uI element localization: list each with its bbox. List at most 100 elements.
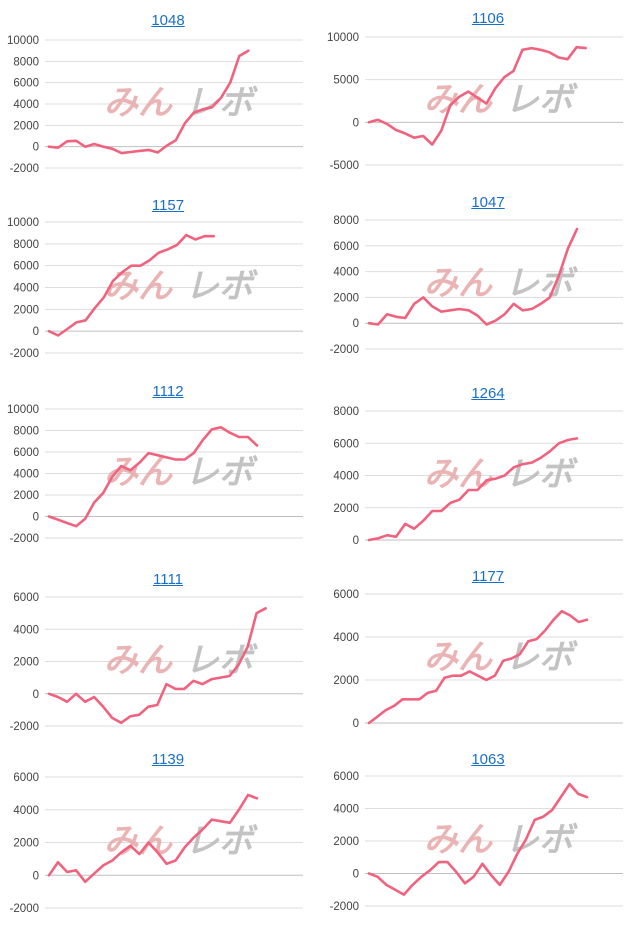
data-point — [192, 836, 195, 839]
svg-text:みん: みん — [424, 820, 493, 860]
data-point — [533, 819, 536, 821]
data-point — [229, 822, 231, 824]
watermark-logo: みん レボ — [424, 264, 578, 304]
data-point — [530, 308, 533, 310]
chart-panel: 1048 -2000 0 2000 4000 6000 8000 10000 みん レボ — [0, 12, 320, 180]
y-tick-label: 6000 — [13, 261, 39, 273]
data-point — [75, 692, 77, 695]
chart-title-link[interactable]: 1047 — [471, 194, 505, 211]
y-tick-label: -2000 — [330, 901, 359, 913]
data-point — [120, 851, 123, 854]
data-point — [507, 871, 510, 873]
data-point — [183, 688, 186, 690]
data-point — [229, 431, 231, 434]
data-point — [422, 135, 424, 137]
line-chart: -2000 0 2000 4000 6000 みん レボ — [10, 772, 303, 915]
data-point — [120, 465, 123, 467]
y-tick-label: 6000 — [333, 241, 359, 253]
data-point — [84, 517, 86, 520]
y-tick-label: 0 — [33, 689, 39, 701]
y-tick-label: 0 — [33, 512, 39, 524]
data-point — [377, 537, 379, 540]
y-tick-label: -2000 — [10, 533, 39, 545]
line-chart: -5000 0 5000 10000 みん レボ — [327, 32, 623, 172]
data-point — [395, 129, 397, 131]
data-point — [184, 122, 186, 124]
svg-text:レボ: レボ — [185, 822, 258, 862]
data-point — [368, 872, 370, 875]
y-tick-label: 2000 — [333, 503, 359, 515]
data-point — [566, 58, 569, 60]
chart-title-link[interactable]: 1157 — [151, 197, 185, 214]
data-point — [185, 234, 188, 236]
data-point — [429, 869, 431, 872]
chart-panel: 1177 0 2000 4000 6000 みん レボ — [320, 568, 640, 735]
y-tick-label: -2000 — [10, 903, 39, 915]
data-point — [485, 679, 488, 681]
data-point — [139, 264, 142, 267]
data-point — [535, 638, 538, 640]
data-point — [368, 722, 370, 724]
data-point — [256, 797, 258, 800]
chart-title-link[interactable]: 1139 — [151, 751, 185, 768]
line-chart: -2000 0 2000 4000 6000 みん レボ — [330, 771, 623, 913]
chart-title-link[interactable]: 1048 — [151, 12, 185, 29]
data-point — [549, 296, 551, 299]
data-point — [129, 151, 132, 153]
y-tick-label: 2000 — [333, 675, 359, 687]
data-point — [385, 884, 388, 886]
data-point — [467, 90, 470, 93]
data-point — [527, 640, 530, 643]
data-point — [485, 102, 488, 105]
chart-panel: 1047 -2000 0 2000 4000 6000 8000 みん レボ — [320, 194, 640, 361]
data-point — [544, 629, 546, 632]
data-point — [220, 820, 222, 823]
data-point — [393, 705, 395, 707]
data-point — [403, 893, 405, 896]
y-tick-label: 6000 — [13, 447, 39, 459]
svg-text:みん: みん — [424, 455, 493, 495]
y-tick-label: 5000 — [333, 75, 359, 87]
data-point — [557, 56, 560, 59]
watermark-logo: みん レボ — [104, 83, 258, 123]
data-point — [57, 861, 59, 863]
chart-title-link[interactable]: 1063 — [471, 751, 505, 768]
data-point — [48, 874, 50, 877]
data-point — [458, 498, 461, 501]
data-point — [440, 510, 443, 512]
data-point — [247, 49, 250, 52]
data-point — [377, 118, 379, 121]
svg-text:レボ: レボ — [185, 83, 258, 123]
svg-text:みん: みん — [424, 264, 493, 304]
data-point — [540, 456, 542, 459]
y-tick-label: 2000 — [13, 657, 39, 669]
y-tick-label: 0 — [353, 869, 359, 881]
data-point — [237, 663, 240, 666]
chart-title-link[interactable]: 1264 — [471, 385, 505, 402]
line-chart: -2000 0 2000 4000 6000 みん レボ — [10, 592, 303, 733]
svg-text:みん: みん — [104, 822, 173, 862]
chart-title-link[interactable]: 1112 — [152, 383, 184, 400]
data-point — [93, 872, 96, 875]
data-point — [66, 701, 68, 703]
chart-title-link[interactable]: 1106 — [471, 10, 505, 27]
y-tick-label: 0 — [33, 142, 39, 154]
data-point — [376, 875, 379, 878]
chart-title-link[interactable]: 1177 — [471, 568, 505, 585]
data-point — [452, 674, 454, 677]
y-tick-label: -2000 — [330, 344, 359, 356]
data-point — [48, 145, 50, 148]
data-point — [48, 330, 50, 332]
data-point — [57, 334, 59, 337]
y-tick-label: -2000 — [10, 721, 39, 733]
data-point — [490, 874, 492, 876]
data-point — [174, 688, 177, 690]
data-point — [203, 235, 206, 237]
data-point — [431, 143, 433, 146]
y-tick-label: 0 — [33, 326, 39, 338]
data-point — [455, 871, 457, 873]
chart-title-link[interactable]: 1111 — [152, 571, 184, 588]
svg-text:レボ: レボ — [505, 80, 578, 120]
data-point — [410, 698, 412, 701]
y-tick-label: 6000 — [13, 772, 39, 784]
